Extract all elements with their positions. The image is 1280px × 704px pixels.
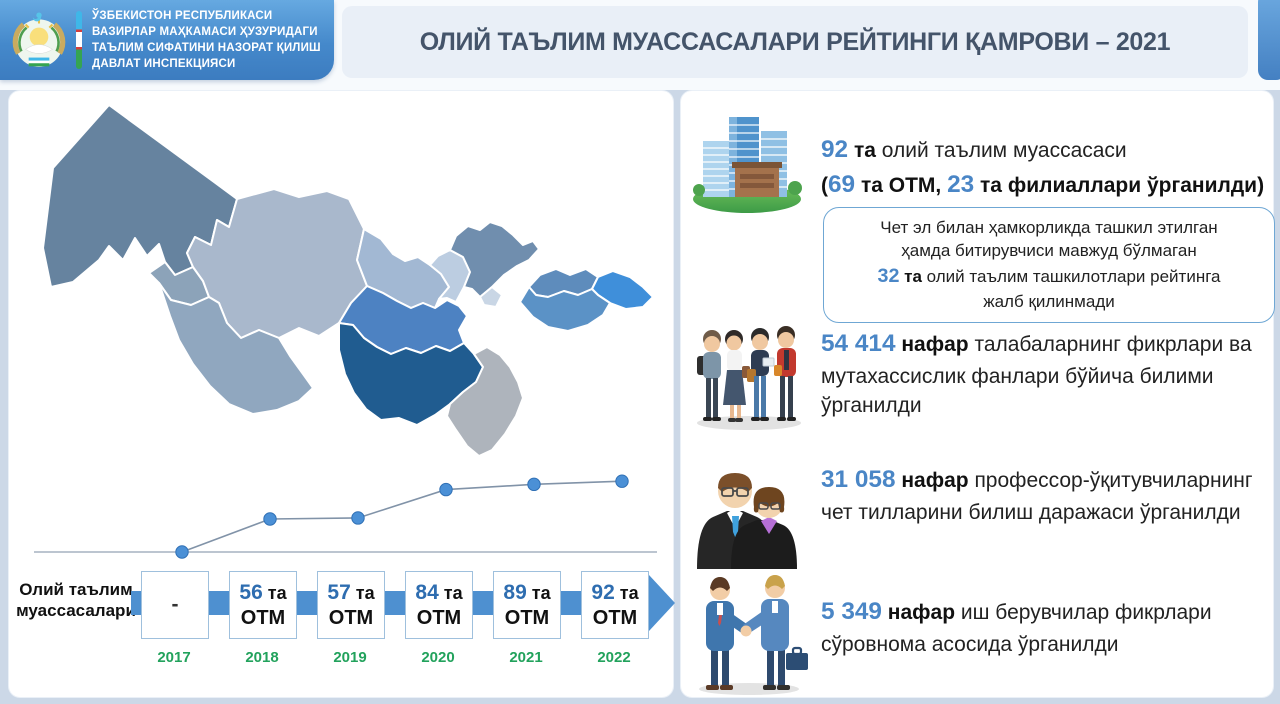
stat-line: 92 та олий таълим муассасаси bbox=[821, 136, 1127, 163]
timeline-box-2019: 57 та ОТМ bbox=[317, 571, 385, 639]
timeline-bar bbox=[131, 591, 649, 615]
note-line: 32 та олий таълим ташкилотлари рейтинга bbox=[877, 264, 1221, 287]
stats-panel: 92 та олий таълим муассасаси (69 та ОТМ,… bbox=[680, 90, 1275, 701]
otm-count: 57 bbox=[327, 581, 351, 605]
professors-icon bbox=[689, 451, 811, 576]
stat-employers: 5 349 нафар иш берувчилар фикрлари сўров… bbox=[821, 595, 1269, 659]
buildings-icon bbox=[689, 107, 811, 222]
timeline-box-2017: - bbox=[141, 571, 209, 639]
students-icon bbox=[689, 315, 811, 440]
otm-timeline: Олий таълим муассасалари - 56 та ОТМ 57 та… bbox=[9, 565, 675, 695]
note-line: ҳамда битирувчиси мавжуд бўлмаган bbox=[901, 241, 1197, 261]
handshake-icon bbox=[689, 571, 811, 701]
stat-line: (69 та ОТМ, 23 та филиаллари ўрганилди) bbox=[821, 170, 1265, 198]
chart-marker bbox=[615, 474, 629, 488]
map-region-fergana bbox=[519, 286, 611, 332]
timeline-label: Олий таълим муассасалари bbox=[16, 580, 136, 621]
timeline-year: 2019 bbox=[333, 649, 367, 666]
timeline-year: 2021 bbox=[509, 649, 543, 666]
agency-name-line: ТАЪЛИМ СИФАТИНИ НАЗОРАТ ҚИЛИШ bbox=[92, 42, 321, 54]
stat-universities: 92 та олий таълим муассасаси (69 та ОТМ,… bbox=[821, 133, 1269, 202]
chart-marker bbox=[175, 545, 189, 559]
otm-count: 84 bbox=[415, 581, 439, 605]
map-region-tashkent-city bbox=[479, 286, 503, 308]
otm-count: 92 bbox=[591, 581, 615, 605]
stat-line: 31 058 нафар профессор-ўқитувчиларнинг ч… bbox=[821, 466, 1253, 524]
uzbekistan-emblem-icon bbox=[8, 8, 70, 72]
timeline-arrow-icon bbox=[649, 575, 675, 631]
flag-divider bbox=[76, 11, 82, 69]
timeline-year: 2018 bbox=[245, 649, 279, 666]
otm-count: 56 bbox=[239, 581, 263, 605]
stat-line: 5 349 нафар иш берувчилар фикрлари сўров… bbox=[821, 598, 1212, 656]
map-region-surkhandarya bbox=[446, 346, 524, 457]
note-line: жалб қилинмади bbox=[983, 292, 1115, 312]
timeline-box-2021: 89 та ОТМ bbox=[493, 571, 561, 639]
stat-professors: 31 058 нафар профессор-ўқитувчиларнинг ч… bbox=[821, 463, 1269, 527]
chart-marker bbox=[527, 477, 541, 492]
map-region-bukhara bbox=[158, 282, 314, 415]
otm-count: 89 bbox=[503, 581, 527, 605]
otm-count: - bbox=[171, 593, 179, 617]
stat-line: 54 414 нафар талабаларнинг фикрлари ва м… bbox=[821, 330, 1252, 418]
map-region-sirdarya bbox=[429, 249, 471, 303]
page-title: ОЛИЙ ТАЪЛИМ МУАССАСАЛАРИ РЕЙТИНГИ ҚАМРОВ… bbox=[419, 27, 1171, 56]
timeline-year: 2022 bbox=[597, 649, 631, 666]
timeline-box-2022: 92 та ОТМ bbox=[581, 571, 649, 639]
title-panel: ОЛИЙ ТАЪЛИМ МУАССАСАЛАРИ РЕЙТИНГИ ҚАМРОВ… bbox=[342, 6, 1248, 78]
map-chart-panel: Олий таълим муассасалари - 56 та ОТМ 57 та… bbox=[8, 90, 675, 698]
chart-marker bbox=[439, 482, 453, 497]
agency-name-line: ДАВЛАТ ИНСПЕКЦИЯСИ bbox=[92, 58, 236, 71]
stat-students: 54 414 нафар талабаларнинг фикрлари ва м… bbox=[821, 327, 1269, 421]
chart-marker bbox=[263, 512, 277, 526]
note-line: Чет эл билан ҳамкорликда ташкил этилган bbox=[880, 218, 1218, 237]
header: ЎЗБЕКИСТОН РЕСПУБЛИКАСИ ВАЗИРЛАР МАҲКАМА… bbox=[0, 0, 1280, 90]
timeline-year: 2020 bbox=[421, 649, 455, 666]
map-region-tashkent bbox=[449, 221, 540, 298]
exclusion-note: Чет эл билан ҳамкорликда ташкил этилган … bbox=[823, 207, 1275, 323]
timeline-box-2018: 56 та ОТМ bbox=[229, 571, 297, 639]
corner-tab bbox=[1258, 0, 1280, 80]
chart-marker bbox=[351, 511, 365, 525]
timeline-year: 2017 bbox=[157, 649, 191, 666]
agency-logo: ЎЗБЕКИСТОН РЕСПУБЛИКАСИ ВАЗИРЛАР МАҲКАМА… bbox=[0, 0, 334, 80]
agency-name-line: ЎЗБЕКИСТОН РЕСПУБЛИКАСИ bbox=[92, 9, 273, 22]
agency-name-line: ВАЗИРЛАР МАҲКАМАСИ ҲУЗУРИДАГИ bbox=[92, 25, 318, 38]
uzbekistan-map bbox=[42, 104, 654, 457]
agency-name: ЎЗБЕКИСТОН РЕСПУБЛИКАСИ ВАЗИРЛАР МАҲКАМА… bbox=[92, 8, 321, 72]
otm-trend-chart bbox=[34, 474, 657, 559]
timeline-box-2020: 84 та ОТМ bbox=[405, 571, 473, 639]
chart-line bbox=[181, 480, 623, 553]
